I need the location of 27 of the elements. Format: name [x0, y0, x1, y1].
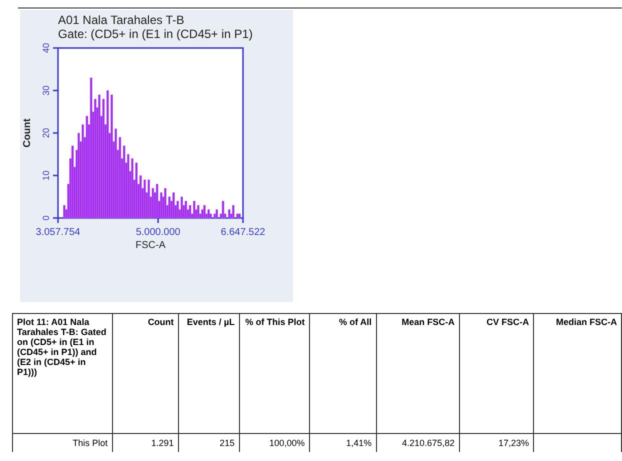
- x-tick-label: 5.000.000: [136, 227, 181, 238]
- text: 17,23%: [459, 434, 534, 452]
- text: 1,41%: [309, 434, 376, 452]
- y-tick-label: 40: [41, 42, 51, 54]
- text: CV FSC-A: [459, 314, 534, 434]
- x-axis-title: FSC-A: [136, 240, 166, 251]
- x-tick-label: 6.647.522: [220, 227, 266, 238]
- text: 215: [178, 434, 240, 452]
- text: 1.291: [112, 434, 178, 452]
- chart-title: A01 Nala Tarahales T-B: [58, 13, 184, 27]
- text: This Plot: [12, 434, 112, 452]
- text: Plot 11: A01 Nala Tarahales T-B: Gated on (CD5+ in (E1 in (CD45+ in P1)) and (E2 in (CD45+ in P1))): [12, 314, 112, 434]
- chart-subtitle: Gate: (CD5+ in (E1 in (CD45+ in P1): [58, 27, 253, 41]
- y-tick-label: 30: [41, 85, 51, 96]
- y-tick-label: 20: [41, 128, 51, 138]
- text: % of This Plot: [239, 314, 310, 434]
- text: 100,00%: [239, 434, 310, 452]
- text: Count: [112, 314, 178, 434]
- y-axis-title: Count: [22, 118, 33, 148]
- x-tick-label: 3.057.754: [36, 227, 81, 238]
- text: Mean FSC-A: [376, 314, 460, 434]
- y-tick-label: 10: [41, 170, 51, 181]
- text: Events / µL: [178, 314, 240, 434]
- text: Median FSC-A: [534, 314, 622, 434]
- y-tick-label: 0: [41, 215, 51, 221]
- text: % of All: [309, 314, 376, 434]
- text: 4.210.675,82: [376, 434, 460, 452]
